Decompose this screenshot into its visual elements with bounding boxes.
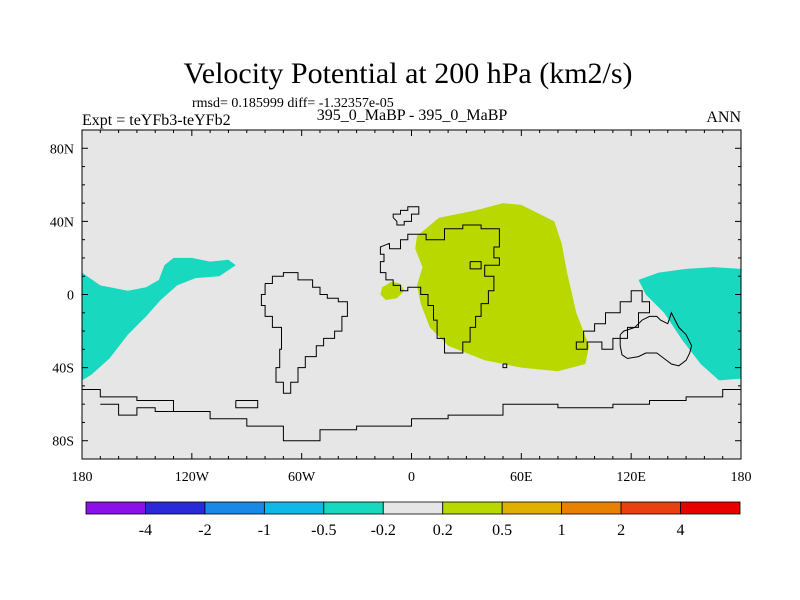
colorbar-label-1: -2 [198, 522, 211, 539]
coastline-south-america [260, 272, 348, 394]
experiment-label: Expt = teYFb3-teYFb2 [82, 112, 231, 129]
coastline-southeast-asia [575, 290, 650, 350]
x-tick-label-5: 120E [616, 470, 646, 485]
colorbar-label-5: 0.2 [433, 522, 453, 539]
x-tick-label-1: 120W [175, 470, 210, 485]
colorbar-swatch-4 [323, 501, 384, 515]
colorbar: -4 -2 -1 -0.5 -0.2 0.2 0.5 1 2 4 [85, 501, 741, 539]
y-tick-label-4: 80S [52, 435, 74, 450]
y-tick-label-1: 40N [50, 215, 74, 230]
chart-title: Velocity Potential at 200 hPa (km2/s) [183, 57, 632, 90]
colorbar-label-8: 2 [617, 522, 625, 539]
y-tick-label-0: 80N [50, 142, 74, 157]
colorbar-swatch-6 [442, 501, 503, 515]
negative-anomaly-central-pacific [82, 257, 236, 381]
colorbar-swatch-9 [620, 501, 681, 515]
coastline-northern-europe [392, 206, 420, 226]
coastline-small-island-indian [502, 363, 508, 369]
y-tick-label-2: 0 [67, 289, 74, 304]
x-tick-label-0: 180 [72, 470, 93, 485]
map-plot-area: 180 120W 60W 0 60E 120E 180 80N 40N 0 40S 80S [50, 129, 752, 485]
coastline-arabia-island [469, 261, 482, 270]
coastline-antarctic-peninsula [100, 403, 183, 416]
colorbar-label-4: -0.2 [371, 522, 396, 539]
colorbar-label-0: -4 [139, 522, 152, 539]
positive-anomaly-africa-indian-ocean [415, 203, 590, 372]
season-label: ANN [706, 109, 741, 126]
stats-label: rmsd= 0.185999 diff= -1.32357e-05 [192, 96, 394, 111]
x-tick-label-3: 0 [408, 470, 415, 485]
colorbar-swatch-7 [501, 501, 563, 515]
coastline-eurasia-africa [379, 224, 500, 354]
colorbar-swatch-5 [382, 501, 444, 515]
x-tick-label-6: 180 [731, 470, 752, 485]
colorbar-swatch-1 [145, 501, 206, 515]
colorbar-label-9: 4 [677, 522, 685, 539]
colorbar-label-2: -1 [258, 522, 271, 539]
colorbar-label-3: -0.5 [311, 522, 336, 539]
coastline-australia [619, 311, 693, 367]
colorbar-swatch-8 [561, 501, 622, 515]
negative-anomaly-western-pacific [638, 267, 741, 381]
x-tick-label-2: 60W [288, 470, 316, 485]
colorbar-label-7: 1 [558, 522, 566, 539]
period-label: 395_0_MaBP - 395_0_MaBP [317, 107, 508, 124]
colorbar-swatch-0 [85, 501, 146, 515]
positive-anomaly-small-west-africa [380, 281, 405, 300]
colorbar-swatch-3 [263, 501, 325, 515]
coastline-small-island-pacific [235, 400, 259, 409]
colorbar-label-6: 0.5 [492, 522, 512, 539]
colorbar-swatch-10 [680, 501, 741, 515]
x-tick-label-4: 60E [510, 470, 533, 485]
coastline-antarctica [82, 389, 741, 442]
y-tick-label-3: 40S [52, 362, 74, 377]
colorbar-swatch-2 [204, 501, 265, 515]
